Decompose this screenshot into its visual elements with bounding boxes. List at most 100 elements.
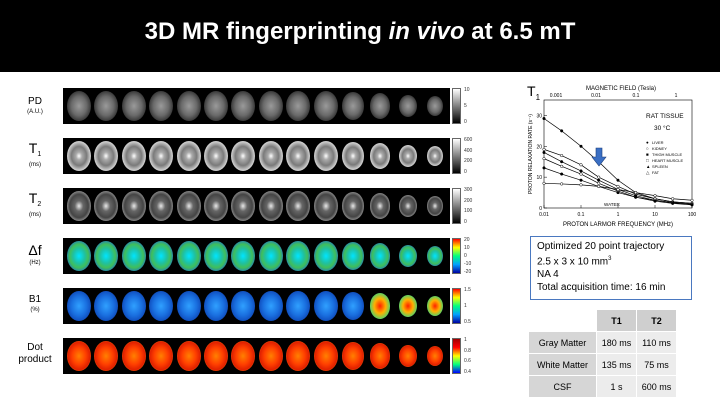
legend-entry: KIDNEY xyxy=(652,146,667,151)
table-corner xyxy=(528,309,597,332)
brain-slice xyxy=(427,195,444,217)
table-cell: 180 ms xyxy=(596,331,637,354)
brain-slice xyxy=(67,91,91,121)
row-label-subscript: 2 xyxy=(37,201,42,208)
brain-slice xyxy=(121,341,146,371)
series-point xyxy=(542,166,546,170)
series-point xyxy=(579,169,583,173)
brain-slice xyxy=(149,291,174,321)
brain-slice xyxy=(176,341,201,371)
row-label: T2 (ms) xyxy=(10,191,60,219)
series-point xyxy=(560,129,564,133)
series-point xyxy=(690,198,694,202)
brain-slice xyxy=(67,241,91,271)
brain-slice xyxy=(398,294,417,318)
brain-slice xyxy=(204,141,228,171)
acquisition-info-box: Optimized 20 point trajectory 2.5 x 3 x … xyxy=(530,236,692,300)
info-line-trajectory: Optimized 20 point trajectory xyxy=(537,241,665,252)
colorbar-tick: 300 xyxy=(464,187,473,193)
brain-slice xyxy=(370,343,391,369)
series-point xyxy=(579,163,583,167)
brain-slice xyxy=(258,191,283,221)
table-row: White Matter 135 ms 75 ms xyxy=(528,353,677,376)
brain-slice xyxy=(204,291,228,321)
brain-slice xyxy=(427,345,444,367)
series-point xyxy=(542,116,546,121)
top-tick-label: 0.001 xyxy=(550,93,563,99)
table-cell: 600 ms xyxy=(636,375,677,398)
row-label-text: Dot xyxy=(27,342,43,353)
brain-slice xyxy=(370,243,391,269)
series-point xyxy=(634,191,638,195)
brain-slice xyxy=(258,241,283,271)
x-tick-label: 1 xyxy=(617,212,620,218)
brain-slice xyxy=(341,292,365,320)
colorbar-tick: 1 xyxy=(464,303,467,309)
series-point xyxy=(579,178,583,182)
row-label: B1 (%) xyxy=(10,294,60,314)
brain-slice xyxy=(313,191,338,221)
colorbar xyxy=(452,288,461,324)
colorbar-tick: 10 xyxy=(464,87,470,93)
table-header-row: T1 T2 xyxy=(528,309,677,332)
brain-slice xyxy=(204,241,228,271)
graph-corner-label: T1 xyxy=(527,83,541,102)
series-point xyxy=(597,175,601,179)
series-point xyxy=(653,194,657,198)
highlight-arrow-icon xyxy=(591,147,607,167)
info-line-time: Total acquisition time: 16 min xyxy=(537,282,666,294)
info-line-resolution: 2.5 x 3 x 10 mm3 xyxy=(537,256,612,268)
legend-entry: LIVER xyxy=(652,140,664,145)
brain-slice xyxy=(94,191,119,221)
colorbar-tick: 400 xyxy=(464,147,473,154)
series-point xyxy=(579,172,583,176)
slice-strip xyxy=(63,138,450,174)
y-axis-ticks: 30 20 10 0 xyxy=(536,113,547,212)
brain-slice xyxy=(94,291,119,321)
series-point xyxy=(542,157,546,161)
brain-slice xyxy=(67,341,91,371)
brain-slice xyxy=(427,295,444,317)
brain-slice xyxy=(67,141,91,171)
series-point xyxy=(579,144,583,148)
y-axis-label: PROTON RELAXATION RATE (s⁻¹) xyxy=(528,114,534,194)
series-point xyxy=(671,201,675,205)
brain-slice xyxy=(427,245,444,267)
row-unit: (ms) xyxy=(29,212,41,218)
brain-slice xyxy=(231,291,256,321)
brain-slice xyxy=(258,141,283,171)
brain-slice xyxy=(204,191,228,221)
legend-entry: HEART MUSCLE xyxy=(652,158,684,163)
row-unit: product xyxy=(18,354,52,365)
brain-slice xyxy=(94,141,119,171)
top-tick-label: 0.01 xyxy=(591,93,601,99)
series-point xyxy=(671,197,675,201)
colorbar-tick: 1.5 xyxy=(464,287,471,293)
x-tick-label: 0.1 xyxy=(578,212,585,218)
colorbar-tick: -10 xyxy=(464,261,472,267)
x-tick-label: 100 xyxy=(688,212,696,218)
row-label-text: Δf xyxy=(28,242,42,258)
series-point xyxy=(560,172,564,176)
top-tick-label: 0.1 xyxy=(633,93,640,99)
brain-slice xyxy=(176,241,201,271)
table-cell: 1 s xyxy=(596,375,637,398)
brain-slice xyxy=(149,341,174,371)
x-tick-label: 10 xyxy=(652,212,658,218)
brain-slice xyxy=(286,341,311,371)
brain-slice xyxy=(67,291,91,321)
brain-slice xyxy=(398,94,417,118)
row-unit: (A.U.) xyxy=(27,109,43,115)
series-point xyxy=(542,147,546,151)
x-tick-label: 0.01 xyxy=(539,212,549,218)
colorbar-tick: 1 xyxy=(464,337,467,343)
series-point xyxy=(616,187,620,192)
colorbar xyxy=(452,138,461,174)
slice-strip xyxy=(63,188,450,224)
table-row-label: Gray Matter xyxy=(528,331,597,354)
brain-slice xyxy=(313,291,338,321)
slice-strip xyxy=(63,338,450,374)
brain-slice xyxy=(231,91,256,121)
brain-slice xyxy=(313,341,338,371)
colorbar xyxy=(452,188,461,224)
